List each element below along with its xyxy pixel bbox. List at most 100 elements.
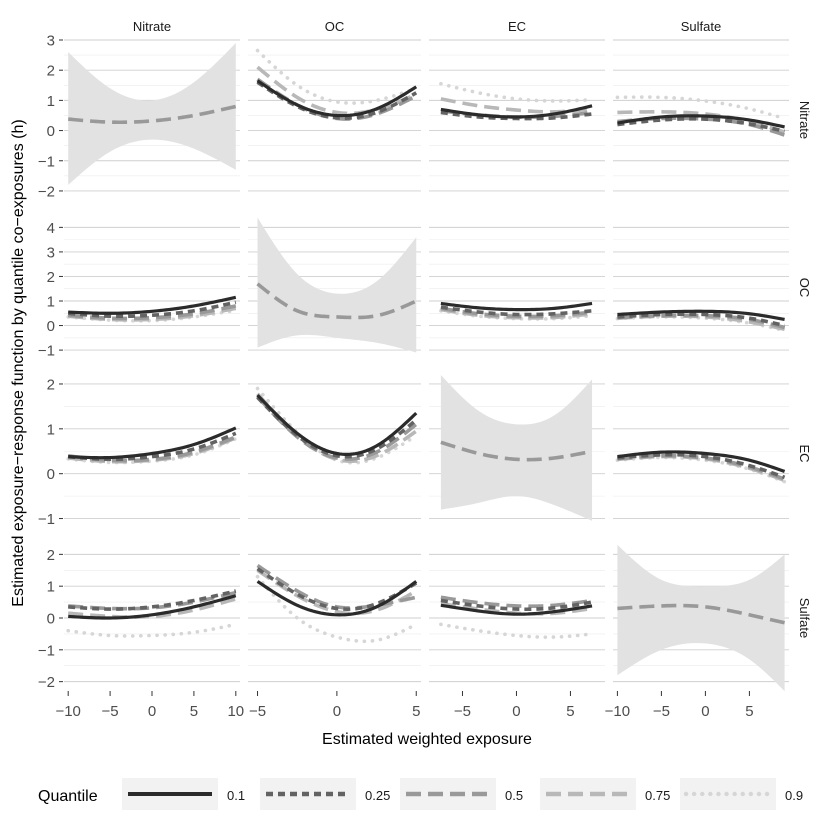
x-tick-label: 10 — [227, 703, 244, 720]
y-tick-label: 0 — [47, 466, 55, 483]
y-tick-label: −2 — [38, 183, 55, 200]
y-tick-label: 4 — [47, 220, 55, 237]
panels-layer — [64, 39, 789, 692]
y-tick-label: −1 — [38, 153, 55, 170]
panel-ec-sulfate — [615, 450, 787, 484]
panel-ec-ec — [440, 375, 593, 521]
row-strip-nitrate: Nitrate — [797, 101, 812, 139]
row-strip-sulfate: Sulfate — [797, 598, 812, 638]
y-tick-label: −2 — [38, 674, 55, 691]
y-tick-label: 0 — [47, 123, 55, 140]
y-axis-title: Estimated exposure−response function by … — [10, 119, 27, 606]
series-line-q0-1 — [617, 309, 785, 321]
panel-sulfate-ec — [439, 595, 594, 639]
y-tick-label: 1 — [47, 421, 55, 438]
y-tick-label: 0 — [47, 318, 55, 335]
x-tick-label: 5 — [566, 703, 574, 720]
panel-sulfate-oc — [255, 564, 419, 644]
series-line-q0-25 — [440, 305, 593, 317]
panel-nitrate-sulfate — [615, 95, 787, 137]
panel-grid-ec-sulfate — [613, 383, 789, 519]
legend-label: 0.9 — [785, 788, 803, 803]
ticks-layer: Nitrate OC EC SulfateNitrateOCECSulfate−2−1… — [38, 19, 812, 720]
series-line-q0-9 — [255, 574, 419, 644]
x-tick-label: −10 — [55, 703, 80, 720]
series-line-q0-25 — [68, 300, 237, 319]
y-tick-label: 2 — [47, 63, 55, 80]
legend-title: Quantile — [38, 788, 98, 805]
series-line-q0-75 — [256, 392, 418, 463]
row-strip-oc: OC — [797, 278, 812, 298]
series-line-q0-25 — [617, 452, 786, 479]
x-tick-label: −10 — [605, 703, 630, 720]
legend-label: 0.75 — [645, 788, 670, 803]
x-tick-label: −5 — [102, 703, 119, 720]
x-tick-label: 5 — [745, 703, 753, 720]
series-line-q0-9 — [255, 48, 419, 105]
legend-label: 0.25 — [365, 788, 390, 803]
panel-oc-ec — [439, 301, 594, 321]
panel-oc-oc — [256, 217, 417, 353]
fit-line — [68, 104, 237, 125]
series-line-q0-75 — [68, 597, 237, 619]
series-line-q0-75 — [256, 65, 417, 116]
series-line-q0-9 — [255, 386, 419, 465]
x-tick-label: −5 — [454, 703, 471, 720]
panel-grid-ec-oc — [248, 383, 421, 519]
row-strip-ec: EC — [797, 444, 812, 462]
y-tick-label: 2 — [47, 269, 55, 286]
y-tick-label: 3 — [47, 33, 55, 50]
y-tick-label: 1 — [47, 579, 55, 596]
y-tick-label: 3 — [47, 244, 55, 261]
legend-item-0-1: 0.1 — [122, 778, 245, 810]
x-tick-label: 0 — [701, 703, 709, 720]
panel-grid-sulfate-oc — [248, 553, 421, 683]
panel-nitrate-nitrate — [68, 43, 237, 185]
column-strip-ec: EC — [508, 19, 526, 34]
credible-band — [257, 217, 417, 353]
y-tick-label: 0 — [47, 611, 55, 628]
series-line-q0-1 — [68, 295, 237, 315]
legend-item-0-9: 0.9 — [680, 778, 803, 810]
panel-grid-nitrate-sulfate — [613, 39, 789, 192]
panel-grid-sulfate-ec — [429, 553, 605, 683]
series-line-q0-75 — [440, 97, 593, 114]
panel-nitrate-ec — [439, 81, 594, 121]
credible-band — [68, 43, 236, 185]
x-tick-label: 0 — [148, 703, 156, 720]
series-line-q0-5 — [440, 595, 593, 608]
x-tick-label: −5 — [653, 703, 670, 720]
series-line-q0-1 — [256, 580, 418, 617]
credible-band — [617, 544, 785, 692]
panel-grid-oc-sulfate — [613, 226, 789, 351]
series-line-q0-1 — [256, 394, 418, 456]
fit-line — [256, 282, 417, 320]
column-strip-nitrate: Nitrate — [133, 19, 171, 34]
x-tick-label: 5 — [412, 703, 420, 720]
series-line-q0-9 — [66, 622, 238, 638]
x-tick-label: 0 — [333, 703, 341, 720]
series-line-q0-1 — [617, 114, 785, 129]
series-line-q0-1 — [440, 104, 593, 119]
series-line-q0-75 — [617, 110, 786, 134]
panel-nitrate-oc — [255, 48, 419, 121]
series-line-q0-1 — [440, 301, 593, 312]
credible-band — [440, 375, 593, 521]
series-line-q0-1 — [256, 79, 418, 118]
series-line-q0-25 — [617, 312, 786, 328]
legend-label: 0.1 — [227, 788, 245, 803]
panel-grid-ec-nitrate — [64, 383, 240, 519]
legend-item-0-75: 0.75 — [540, 778, 670, 810]
legend-label: 0.5 — [505, 788, 523, 803]
y-tick-label: −1 — [38, 343, 55, 360]
legend-item-0-25: 0.25 — [260, 778, 390, 810]
panel-grid-oc-nitrate — [64, 226, 240, 351]
series-line-q0-1 — [440, 603, 593, 616]
series-line-q0-25 — [617, 117, 785, 133]
column-strip-sulfate: Sulfate — [681, 19, 721, 34]
x-axis-title: Estimated weighted exposure — [322, 731, 532, 748]
series-line-q0-1 — [617, 450, 786, 473]
y-tick-label: 2 — [47, 547, 55, 564]
series-line-q0-25 — [68, 589, 237, 611]
